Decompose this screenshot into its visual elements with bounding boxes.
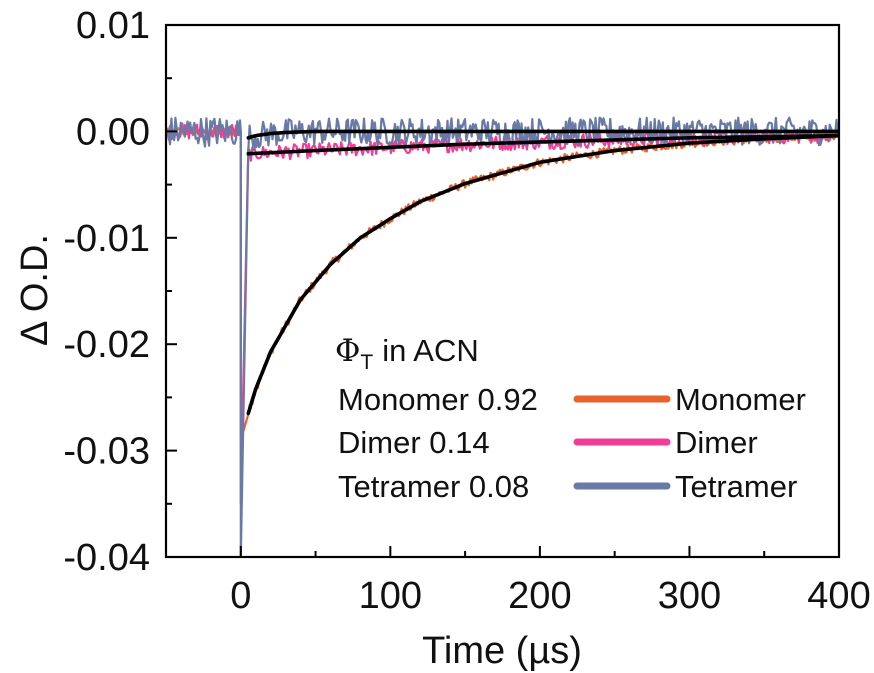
legend-label-monomer: Monomer [675, 382, 806, 417]
legend-label-tetramer: Tetramer [675, 469, 797, 504]
tick-layer [166, 24, 840, 558]
x-tick-label: 0 [230, 575, 251, 617]
monomer-fit-curve [246, 133, 839, 416]
phi-row-dimer: Dimer 0.14 [338, 425, 490, 460]
x-tick-label: 400 [807, 575, 870, 617]
fit-layer [246, 129, 839, 416]
phi-header: ΦT in ACN [335, 333, 479, 374]
y-axis-title: Δ O.D. [14, 234, 56, 346]
x-tick-label: 100 [359, 575, 422, 617]
phi-symbol: Φ [335, 333, 360, 369]
legend: Monomer Dimer Tetramer [573, 382, 806, 504]
y-tick-label: -0.04 [63, 537, 150, 579]
x-tick-label: 300 [658, 575, 721, 617]
phi-subscript: T [360, 351, 373, 374]
y-tick-label: -0.03 [63, 431, 150, 473]
y-tick-label: 0.00 [76, 111, 150, 153]
y-tick-label: -0.01 [63, 218, 150, 260]
phi-annotation: ΦT in ACN Monomer 0.92 Dimer 0.14 Tetrame… [335, 333, 538, 504]
phi-row-monomer: Monomer 0.92 [338, 382, 538, 417]
phi-row-tetramer: Tetramer 0.08 [338, 469, 529, 504]
phi-header-text: in ACN [382, 333, 478, 368]
legend-label-dimer: Dimer [675, 425, 758, 460]
x-tick-label: 200 [508, 575, 571, 617]
x-axis-title: Time (µs) [422, 630, 582, 672]
tetramer-fit-curve [246, 129, 839, 140]
label-layer: 0 100 200 300 400 0.01 0.00 -0.01 -0.02 -0.03 -0.0… [63, 5, 870, 617]
y-tick-label: -0.02 [63, 324, 150, 366]
y-tick-label: 0.01 [76, 5, 150, 47]
dimer-fit-curve [246, 133, 839, 156]
